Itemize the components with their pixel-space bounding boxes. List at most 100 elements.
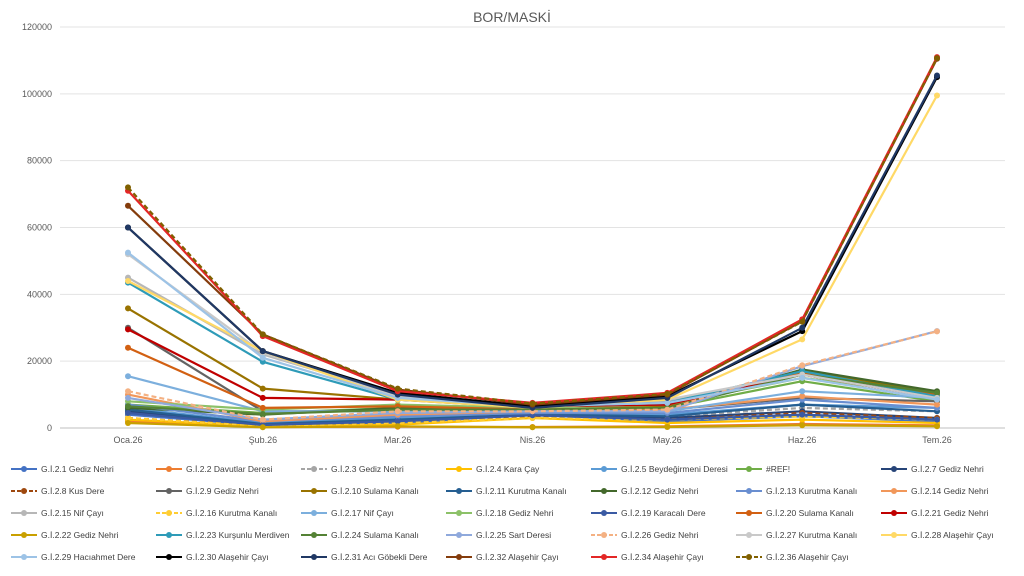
y-tick-label: 120000 [22,22,52,32]
data-point [259,416,266,423]
data-point [259,411,266,417]
legend-label: G.İ.2.8 Kus Dere [41,486,105,496]
data-point [934,328,940,335]
data-point [934,72,940,79]
legend-swatch [446,510,472,516]
data-point [799,318,806,325]
y-tick-label: 80000 [27,156,52,166]
legend-label: G.İ.2.24 Sulama Kanalı [331,530,419,540]
legend-label: G.İ.2.3 Gediz Nehri [331,464,404,474]
x-tick-label: Nis.26 [520,435,546,445]
legend-swatch [591,510,617,516]
data-point [125,224,131,231]
series-26 [125,251,940,410]
legend-swatch [591,488,617,494]
series-line [127,307,938,409]
legend-swatch [736,466,762,472]
legend-label: G.İ.2.31 Acı Göbekli Dere [331,552,428,562]
x-tick-label: Haz.26 [788,435,817,445]
data-point [125,420,131,426]
legend-swatch [591,466,617,472]
data-point [394,385,401,392]
data-point [125,394,131,401]
series-33 [125,55,940,407]
y-axis-ticks: 0 20000 40000 60000 80000 100000 120000 [22,22,52,433]
legend-swatch [156,466,182,472]
legend-label: G.İ.2.22 Gediz Nehri [41,530,119,540]
legend-item: G.İ.2.13 Kurutma Kanalı [735,484,857,498]
legend-item: G.İ.2.24 Sulama Kanalı [300,528,419,542]
legend-label: G.İ.2.34 Alaşehir Çayı [621,552,704,562]
legend-item: G.İ.2.15 Nif Çayı [10,506,104,520]
legend-item: G.İ.2.20 Sulama Kanalı [735,506,854,520]
series-line [127,74,938,409]
legend-label: G.İ.2.26 Gediz Nehri [621,530,699,540]
legend-swatch [591,532,617,538]
legend-item: G.İ.2.27 Kurutma Kanalı [735,528,857,542]
data-point [125,326,131,333]
series-line [127,56,938,404]
data-point [934,92,940,99]
legend-swatch [881,510,907,516]
data-point [799,393,806,400]
legend-swatch [301,510,327,516]
legend-label: G.İ.2.17 Nif Çayı [331,508,394,518]
legend-item: G.İ.2.12 Gediz Nehri [590,484,698,498]
data-point [799,388,806,395]
legend-label: G.İ.2.27 Kurutma Kanalı [766,530,858,540]
data-point [125,278,131,284]
legend-label: G.İ.2.20 Sulama Kanalı [766,508,854,518]
data-point [664,399,671,406]
legend-label: #REF! [766,464,791,474]
legend-swatch [11,510,37,516]
legend-label: G.İ.2.25 Sart Deresi [476,530,552,540]
data-point [799,362,806,369]
data-point [259,394,266,401]
legend-label: G.İ.2.21 Gediz Nehri [911,508,989,518]
data-point [125,184,131,191]
legend-item: G.İ.2.8 Kus Dere [10,484,104,498]
legend-item: G.İ.2.7 Gediz Nehri [880,462,984,476]
data-point [259,385,266,392]
y-tick-label: 60000 [27,223,52,233]
series-line [127,328,938,408]
series-28 [125,249,940,410]
data-point [394,408,401,415]
series-21 [125,420,940,431]
legend-swatch [301,554,327,560]
legend-label: G.İ.2.32 Alaşehir Çayı [476,552,559,562]
legend-swatch [736,554,762,560]
series-31 [125,55,940,408]
legend-label: G.İ.2.29 Hacıahmet Dere [41,552,136,562]
legend-item: G.İ.2.18 Gediz Nehri [445,506,553,520]
series-lines [125,54,940,431]
legend-label: G.İ.2.30 Alaşehir Çayı [186,552,269,562]
data-point [394,418,401,425]
legend-item: G.İ.2.31 Acı Göbekli Dere [300,550,427,564]
legend-swatch [156,532,182,538]
legend-swatch [11,532,37,538]
data-point [934,396,940,403]
legend-swatch [736,532,762,538]
legend-label: G.İ.2.2 Davutlar Deresi [186,464,273,474]
legend-label: G.İ.2.12 Gediz Nehri [621,486,699,496]
legend-label: G.İ.2.1 Gediz Nehri [41,464,114,474]
legend-swatch [446,466,472,472]
x-tick-label: Oca.26 [113,435,142,445]
data-point [125,249,131,256]
legend-label: G.İ.2.11 Kurutma Kanalı [476,486,567,496]
legend-label: G.İ.2.18 Gediz Nehri [476,508,554,518]
legend-item: G.İ.2.3 Gediz Nehri [300,462,404,476]
legend-item: G.İ.2.36 Alaşehir Çayı [735,550,849,564]
legend-swatch [881,466,907,472]
legend-label: G.İ.2.15 Nif Çayı [41,508,104,518]
legend-item: G.İ.2.19 Karacalı Dere [590,506,706,520]
series-9 [125,305,940,411]
data-point [259,331,266,338]
legend-label: G.İ.2.4 Kara Çay [476,464,540,474]
legend-swatch [11,488,37,494]
legend-swatch [446,554,472,560]
legend-label: G.İ.2.19 Karacalı Dere [621,508,706,518]
legend-item: G.İ.2.14 Gediz Nehri [880,484,988,498]
data-point [799,422,806,429]
